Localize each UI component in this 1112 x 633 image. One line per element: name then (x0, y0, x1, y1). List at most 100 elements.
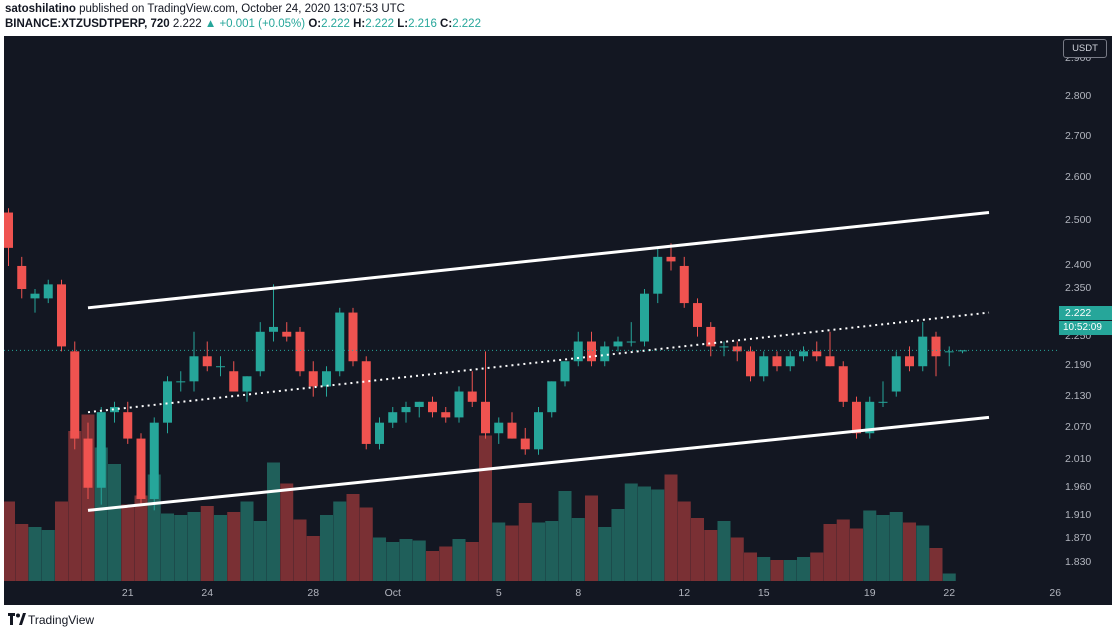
candle-body (189, 356, 199, 382)
volume-bar (227, 512, 241, 581)
volume-bar (4, 501, 15, 581)
volume-bar (386, 542, 400, 581)
chart-plot-area[interactable] (4, 36, 1059, 581)
candle-body (865, 401, 875, 434)
upper-channel-line (87, 211, 990, 310)
volume-bar (280, 483, 294, 581)
price-tick-label: 1.960 (1065, 480, 1092, 493)
volume-bar (836, 519, 850, 581)
candle-body (30, 293, 40, 299)
candle-body (494, 422, 504, 434)
volume-bar (174, 515, 188, 581)
volume-bar (598, 527, 612, 581)
candle-body (825, 356, 835, 367)
price-axis[interactable]: 2.9002.8002.7002.6002.5002.4002.3502.300… (1059, 36, 1112, 581)
footer: TradingView (0, 605, 1112, 633)
volume-bar (704, 530, 718, 581)
candle-body (587, 341, 596, 362)
volume-bar (214, 515, 227, 581)
low-label: L: (397, 18, 409, 30)
price-tick-label: 2.350 (1065, 282, 1092, 294)
volume-bar (850, 528, 863, 581)
candle-body (905, 356, 914, 367)
volume-bar (187, 512, 201, 581)
middle-channel-line (87, 311, 990, 414)
volume-bar (253, 521, 267, 581)
price-tick-label: 1.870 (1065, 532, 1092, 545)
candle-body (838, 366, 848, 402)
author-name[interactable]: satoshilatino (5, 3, 76, 15)
volume-bar (28, 527, 42, 581)
price-tick-label: 2.700 (1065, 129, 1092, 142)
volume-bar (585, 495, 598, 581)
candle-body (454, 391, 464, 418)
time-axis[interactable]: 21 24 28 Oct 5 8 12 15 19 22 26 (4, 581, 1112, 605)
volume-bar (770, 560, 784, 581)
volume-bar (333, 501, 347, 581)
currency-badge[interactable]: USDT (1063, 39, 1107, 58)
volume-bar (876, 515, 890, 581)
volume-bar (293, 519, 307, 581)
volume-bar (558, 491, 572, 581)
candle-body (242, 376, 252, 392)
volume-bar (320, 515, 333, 581)
publish-info: published on TradingView.com, October 24… (79, 3, 405, 15)
volume-bar (889, 512, 903, 581)
candle-body (520, 438, 530, 450)
price-tick-label: 1.830 (1065, 555, 1092, 568)
candle-body (4, 212, 13, 248)
candle-body (944, 351, 954, 353)
time-tick-label: 22 (943, 587, 956, 599)
candle-body (414, 401, 424, 407)
candle-body (202, 356, 212, 367)
volume-bar (359, 507, 373, 581)
candle-body (613, 341, 623, 347)
candle-body (388, 412, 398, 423)
price-tick-label: 2.070 (1065, 420, 1092, 433)
symbol-label[interactable]: BINANCE:XTZUSDTPERP, 720 (5, 18, 170, 30)
volume-bar (439, 546, 453, 581)
ohlc-legend: BINANCE:XTZUSDTPERP, 720 2.222 ▲ +0.001 … (5, 18, 481, 30)
time-tick-label: 12 (678, 587, 691, 599)
candle-body (759, 356, 769, 377)
volume-bar (611, 509, 625, 581)
price-tick-label: 2.400 (1065, 258, 1092, 271)
candle-body (746, 351, 755, 377)
candle-body (375, 422, 384, 444)
high-label: H: (353, 18, 366, 30)
candle-body (706, 326, 716, 347)
time-tick-label: 21 (121, 587, 134, 599)
close-value: 2.222 (452, 18, 481, 30)
time-tick-label: 26 (1049, 587, 1062, 599)
volume-bar (399, 539, 413, 581)
volume-bar (532, 522, 545, 581)
volume-bar (744, 552, 757, 581)
candle-body (335, 312, 345, 372)
candle-body (361, 361, 371, 444)
candle-body (17, 265, 27, 290)
bar-countdown: 10:52:09 (1059, 321, 1112, 335)
price-tick-label: 2.190 (1065, 359, 1092, 372)
price-tick-label: 2.500 (1065, 214, 1092, 227)
candle-body (640, 293, 649, 342)
current-price-label: 2.222 (1059, 306, 1112, 320)
candle-body (123, 412, 133, 439)
volume-bar (664, 474, 678, 581)
volume-bar (730, 537, 744, 581)
volume-bar (267, 462, 280, 581)
candle-body (229, 371, 239, 392)
candle-body (891, 356, 901, 392)
candlestick-chart[interactable] (4, 36, 1059, 581)
time-tick-label: 19 (863, 587, 876, 599)
open-label: O: (308, 18, 322, 30)
volume-bar (412, 540, 426, 581)
volume-bar (545, 521, 559, 581)
high-value: 2.222 (365, 18, 394, 30)
volume-bar (757, 557, 771, 581)
candle-body (666, 256, 676, 262)
up-arrow-icon: ▲ (204, 18, 217, 30)
candle-body (43, 284, 53, 299)
volume-bar (863, 510, 877, 581)
time-tick-label: 24 (201, 587, 214, 599)
volume-bar (426, 551, 439, 581)
